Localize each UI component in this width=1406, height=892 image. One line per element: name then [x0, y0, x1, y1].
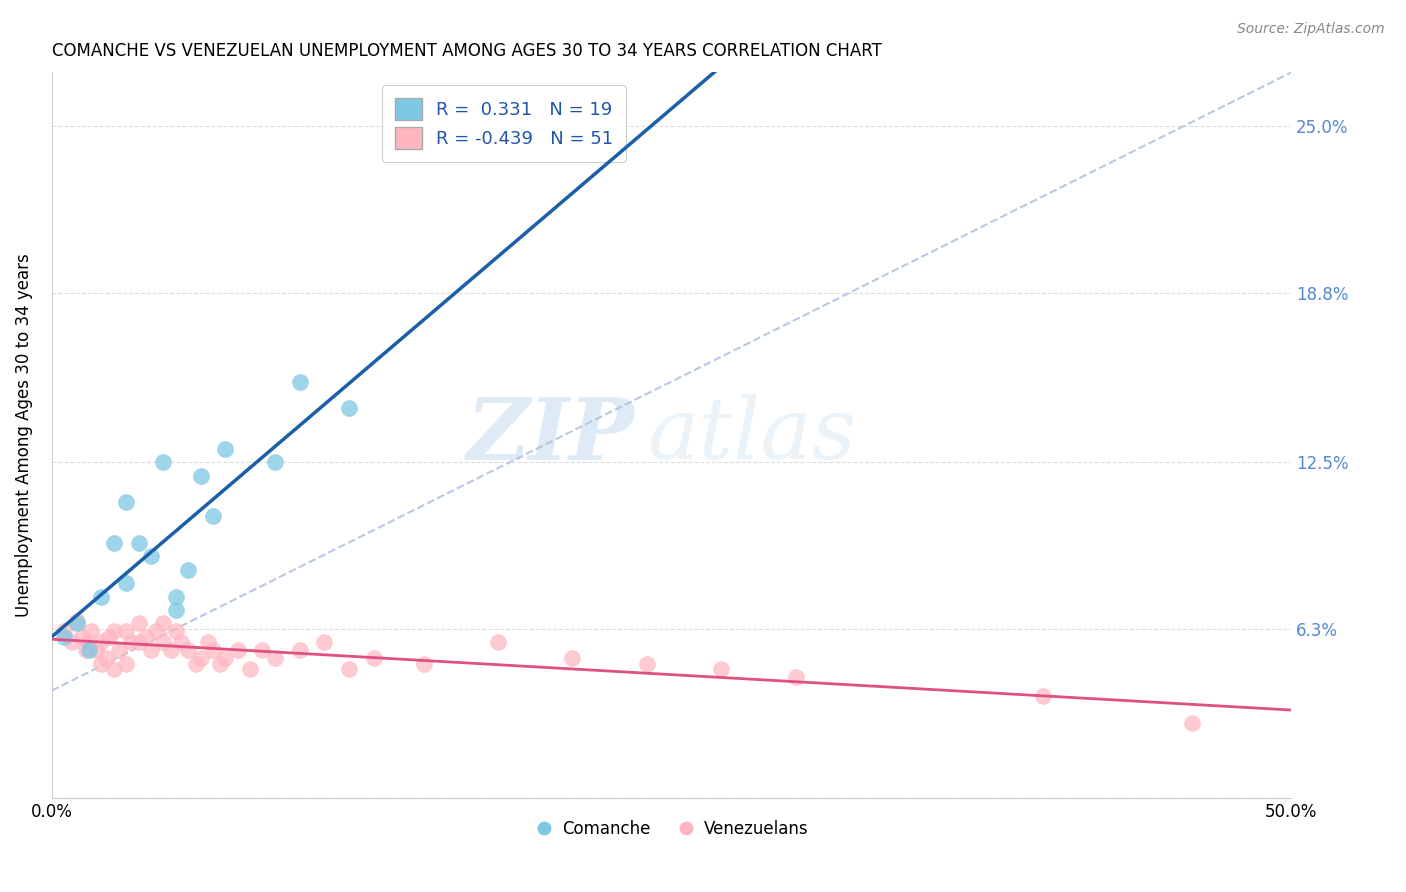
- Point: [115, 576, 138, 591]
- Point: [288, 643, 311, 657]
- Point: [75, 643, 97, 657]
- Point: [107, 643, 129, 657]
- Point: [115, 657, 138, 671]
- Point: [561, 651, 583, 665]
- Point: [165, 590, 187, 604]
- Point: [214, 442, 236, 456]
- Point: [1181, 715, 1204, 730]
- Point: [337, 662, 360, 676]
- Point: [115, 624, 138, 639]
- Point: [103, 536, 125, 550]
- Legend: Comanche, Venezuelans: Comanche, Venezuelans: [527, 813, 815, 844]
- Text: Source: ZipAtlas.com: Source: ZipAtlas.com: [1237, 22, 1385, 37]
- Point: [201, 643, 224, 657]
- Point: [90, 635, 112, 649]
- Point: [1032, 689, 1054, 703]
- Y-axis label: Unemployment Among Ages 30 to 34 years: Unemployment Among Ages 30 to 34 years: [15, 253, 32, 617]
- Point: [337, 401, 360, 416]
- Point: [115, 495, 138, 509]
- Point: [90, 657, 112, 671]
- Point: [190, 651, 212, 665]
- Text: atlas: atlas: [647, 394, 856, 476]
- Point: [96, 651, 118, 665]
- Point: [184, 657, 207, 671]
- Point: [201, 508, 224, 523]
- Point: [60, 635, 83, 649]
- Point: [77, 635, 100, 649]
- Point: [128, 635, 150, 649]
- Point: [135, 630, 157, 644]
- Point: [90, 590, 112, 604]
- Point: [169, 635, 191, 649]
- Text: ZIP: ZIP: [467, 393, 634, 477]
- Point: [139, 643, 162, 657]
- Point: [314, 635, 336, 649]
- Point: [80, 624, 103, 639]
- Point: [165, 624, 187, 639]
- Point: [103, 624, 125, 639]
- Point: [177, 643, 200, 657]
- Point: [152, 635, 174, 649]
- Point: [152, 455, 174, 469]
- Point: [486, 635, 509, 649]
- Point: [636, 657, 658, 671]
- Point: [288, 375, 311, 389]
- Point: [139, 549, 162, 564]
- Point: [145, 624, 167, 639]
- Point: [264, 455, 287, 469]
- Point: [264, 651, 287, 665]
- Point: [239, 662, 262, 676]
- Point: [252, 643, 274, 657]
- Point: [226, 643, 249, 657]
- Point: [197, 635, 219, 649]
- Point: [190, 468, 212, 483]
- Point: [214, 651, 236, 665]
- Point: [103, 662, 125, 676]
- Point: [86, 643, 108, 657]
- Point: [120, 635, 142, 649]
- Point: [128, 616, 150, 631]
- Point: [77, 643, 100, 657]
- Point: [159, 643, 181, 657]
- Point: [165, 603, 187, 617]
- Point: [412, 657, 434, 671]
- Point: [53, 630, 76, 644]
- Point: [53, 624, 76, 639]
- Text: COMANCHE VS VENEZUELAN UNEMPLOYMENT AMONG AGES 30 TO 34 YEARS CORRELATION CHART: COMANCHE VS VENEZUELAN UNEMPLOYMENT AMON…: [52, 42, 882, 60]
- Point: [209, 657, 232, 671]
- Point: [177, 563, 200, 577]
- Point: [128, 536, 150, 550]
- Point: [70, 630, 93, 644]
- Point: [65, 616, 87, 631]
- Point: [65, 614, 87, 628]
- Point: [785, 670, 807, 684]
- Point: [363, 651, 385, 665]
- Point: [710, 662, 733, 676]
- Point: [97, 630, 120, 644]
- Point: [152, 616, 174, 631]
